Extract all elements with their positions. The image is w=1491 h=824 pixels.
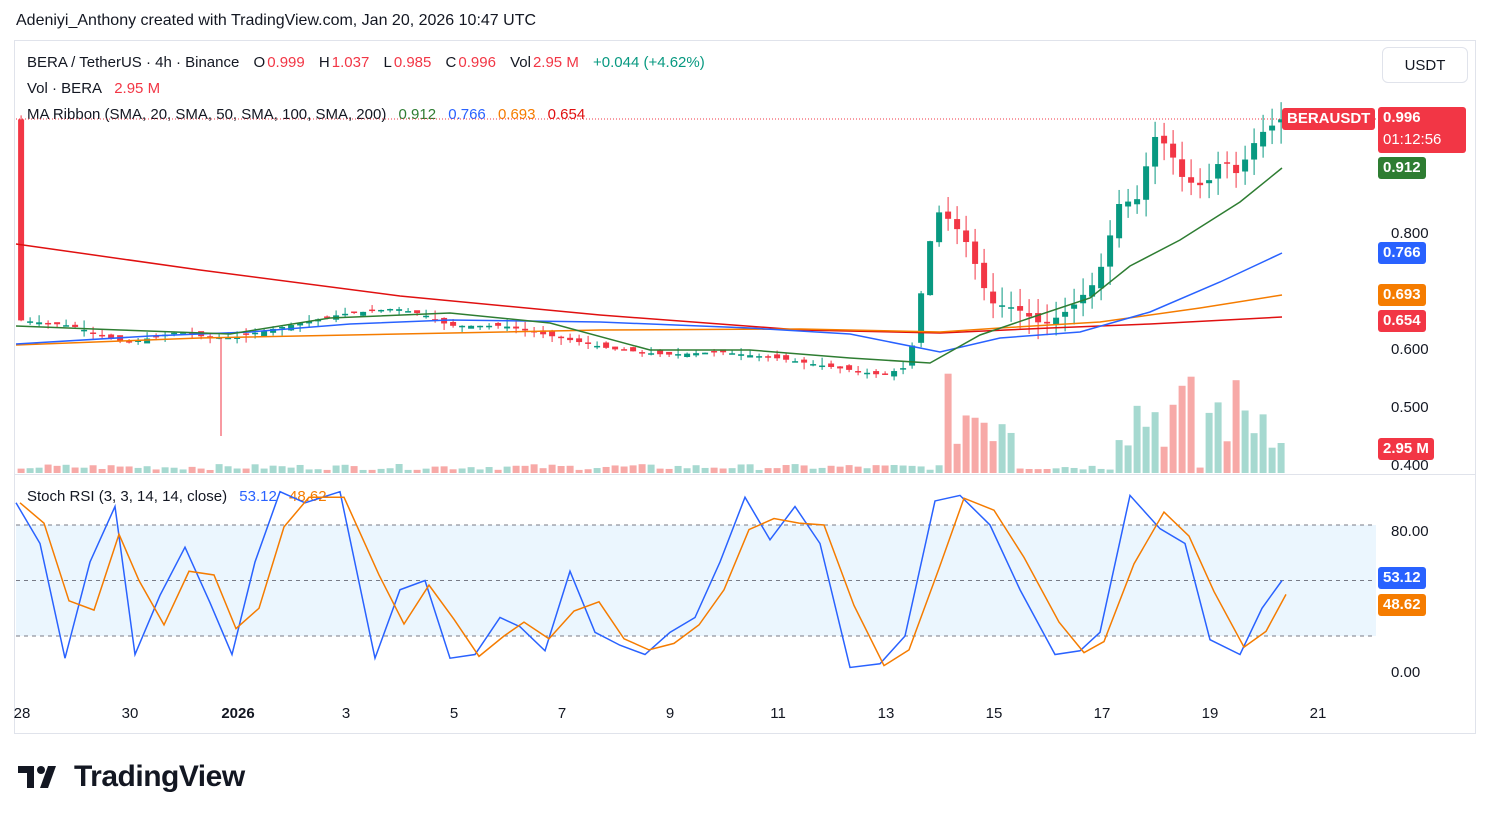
change-value: +0.044 (+4.62%) <box>592 54 705 71</box>
time-axis-label: 7 <box>557 705 567 722</box>
time-axis-label: 11 <box>770 705 786 722</box>
time-axis-label: 19 <box>1201 705 1219 722</box>
close-label: C <box>445 54 457 71</box>
time-axis-label: 3 <box>341 705 351 722</box>
volume-tag: 2.95 M <box>1378 438 1434 460</box>
chart-frame[interactable] <box>14 40 1476 734</box>
symbol-tag: BERAUSDT <box>1282 108 1376 130</box>
symbol-name: BERA / TetherUS · 4h · Binance <box>27 54 240 71</box>
chart-credit: Adeniyi_Anthony created with TradingView… <box>16 12 537 29</box>
high-value: 1.037 <box>331 54 370 71</box>
time-axis-label: 2026 <box>221 705 255 722</box>
stoch-axis-label: 80.00 <box>1391 523 1429 540</box>
tradingview-logo-icon <box>18 766 56 788</box>
ma-ribbon-label: MA Ribbon (SMA, 20, SMA, 50, SMA, 100, S… <box>27 106 387 123</box>
tradingview-logo[interactable]: TradingView <box>18 760 245 794</box>
price-axis-label: 0.600 <box>1391 341 1429 358</box>
pane-separator[interactable] <box>14 474 1476 475</box>
last-price-tag: 0.996 01:12:56 <box>1378 107 1466 153</box>
ma100-value: 0.693 <box>497 106 536 123</box>
low-label: L <box>383 54 392 71</box>
time-axis-label: 30 <box>121 705 139 722</box>
close-value: 0.996 <box>458 54 496 71</box>
volume-legend-label: Vol · BERA <box>27 80 103 97</box>
stoch-k-tag: 53.12 <box>1378 567 1426 589</box>
price-axis-label: 0.400 <box>1391 457 1429 474</box>
price-axis-label: 0.500 <box>1391 399 1429 416</box>
time-axis-label: 13 <box>877 705 895 722</box>
time-axis-label: 21 <box>1309 705 1327 722</box>
time-axis-label: 5 <box>449 705 459 722</box>
low-value: 0.985 <box>393 54 432 71</box>
time-axis-label: 15 <box>985 705 1003 722</box>
stoch-k-value: 53.12 <box>239 488 277 505</box>
vol-label: Vol <box>510 54 531 71</box>
ma-ribbon-legend[interactable]: MA Ribbon (SMA, 20, SMA, 50, SMA, 100, S… <box>27 106 587 123</box>
time-axis-label: 9 <box>665 705 675 722</box>
stoch-d-tag: 48.62 <box>1378 594 1426 616</box>
ma50-tag: 0.766 <box>1378 242 1426 264</box>
ma200-tag: 0.654 <box>1378 310 1426 332</box>
open-value: 0.999 <box>267 54 305 71</box>
time-axis-label: 17 <box>1093 705 1111 722</box>
vol-value: 2.95 M <box>532 54 579 71</box>
stoch-rsi-legend[interactable]: Stoch RSI (3, 3, 14, 14, close) 53.12 48… <box>27 488 329 505</box>
ma200-value: 0.654 <box>547 106 586 123</box>
stoch-d-value: 48.62 <box>289 488 327 505</box>
volume-legend[interactable]: Vol · BERA 2.95 M <box>27 80 162 97</box>
open-label: O <box>253 54 266 71</box>
volume-legend-value: 2.95 M <box>114 80 161 97</box>
stoch-rsi-label: Stoch RSI (3, 3, 14, 14, close) <box>27 488 228 505</box>
tradingview-logo-text: TradingView <box>74 760 245 793</box>
last-price-value: 0.996 <box>1383 109 1421 126</box>
candle-countdown: 01:12:56 <box>1383 131 1442 148</box>
ma20-tag: 0.912 <box>1378 157 1426 179</box>
stoch-axis-label: 0.00 <box>1391 664 1421 681</box>
ma100-tag: 0.693 <box>1378 284 1426 306</box>
time-axis-label: 28 <box>13 705 31 722</box>
ma50-value: 0.766 <box>448 106 486 123</box>
price-axis-label: 0.800 <box>1391 225 1429 242</box>
high-label: H <box>318 54 330 71</box>
currency-unit-button[interactable]: USDT <box>1382 47 1468 83</box>
ma20-value: 0.912 <box>398 106 437 123</box>
